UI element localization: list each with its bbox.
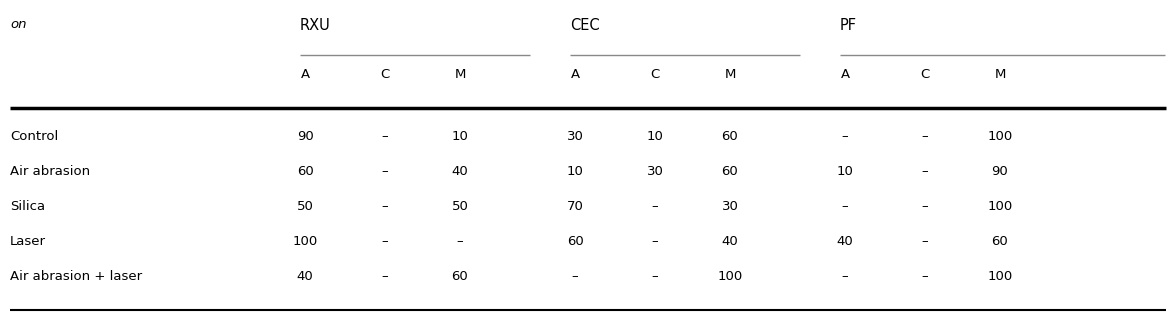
Text: –: – (571, 270, 578, 283)
Text: C: C (650, 68, 659, 81)
Text: –: – (382, 165, 389, 178)
Text: 60: 60 (567, 235, 583, 248)
Text: –: – (652, 270, 658, 283)
Text: –: – (652, 200, 658, 213)
Text: 100: 100 (987, 200, 1013, 213)
Text: M: M (454, 68, 466, 81)
Text: on: on (11, 18, 27, 31)
Text: –: – (382, 270, 389, 283)
Text: –: – (842, 130, 848, 143)
Text: 70: 70 (567, 200, 583, 213)
Text: –: – (922, 130, 929, 143)
Text: –: – (922, 270, 929, 283)
Text: 40: 40 (452, 165, 468, 178)
Text: 60: 60 (452, 270, 468, 283)
Text: C: C (920, 68, 930, 81)
Text: –: – (382, 235, 389, 248)
Text: Air abrasion: Air abrasion (11, 165, 90, 178)
Text: 40: 40 (296, 270, 314, 283)
Text: 100: 100 (987, 130, 1013, 143)
Text: C: C (381, 68, 390, 81)
Text: 60: 60 (296, 165, 314, 178)
Text: –: – (842, 270, 848, 283)
Text: M: M (994, 68, 1006, 81)
Text: 90: 90 (296, 130, 314, 143)
Text: 100: 100 (293, 235, 317, 248)
Text: Laser: Laser (11, 235, 46, 248)
Text: 10: 10 (646, 130, 664, 143)
Text: Control: Control (11, 130, 59, 143)
Text: 90: 90 (992, 165, 1008, 178)
Text: 50: 50 (452, 200, 468, 213)
Text: 30: 30 (567, 130, 583, 143)
Text: –: – (922, 165, 929, 178)
Text: –: – (382, 130, 389, 143)
Text: A: A (570, 68, 580, 81)
Text: –: – (842, 200, 848, 213)
Text: 10: 10 (567, 165, 583, 178)
Text: M: M (725, 68, 735, 81)
Text: –: – (457, 235, 464, 248)
Text: Silica: Silica (11, 200, 46, 213)
Text: –: – (382, 200, 389, 213)
Text: RXU: RXU (300, 18, 330, 33)
Text: Air abrasion + laser: Air abrasion + laser (11, 270, 142, 283)
Text: –: – (652, 235, 658, 248)
Text: A: A (301, 68, 309, 81)
Text: –: – (922, 235, 929, 248)
Text: 100: 100 (718, 270, 742, 283)
Text: 100: 100 (987, 270, 1013, 283)
Text: CEC: CEC (570, 18, 600, 33)
Text: 40: 40 (836, 235, 854, 248)
Text: 30: 30 (646, 165, 664, 178)
Text: PF: PF (840, 18, 857, 33)
Text: 10: 10 (836, 165, 854, 178)
Text: –: – (922, 200, 929, 213)
Text: 30: 30 (721, 200, 739, 213)
Text: 10: 10 (452, 130, 468, 143)
Text: 40: 40 (721, 235, 739, 248)
Text: 60: 60 (721, 130, 739, 143)
Text: A: A (841, 68, 850, 81)
Text: 60: 60 (721, 165, 739, 178)
Text: 60: 60 (992, 235, 1008, 248)
Text: 50: 50 (296, 200, 314, 213)
